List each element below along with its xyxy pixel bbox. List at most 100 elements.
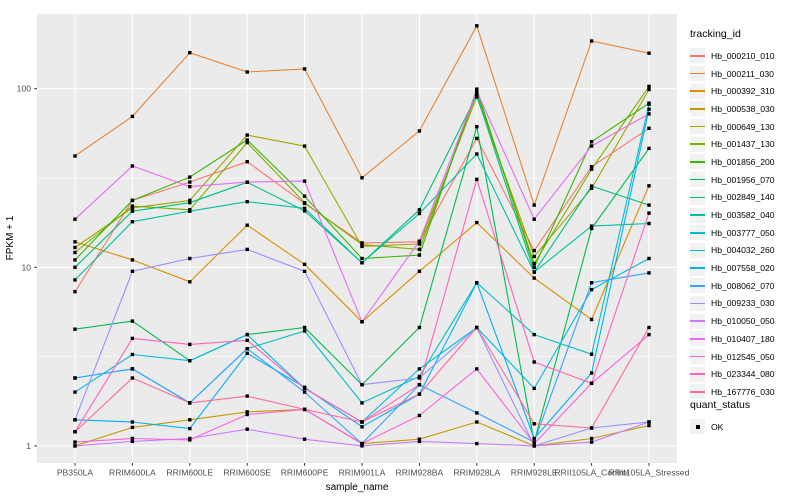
ok-point-icon [690,419,705,435]
data-point [589,144,594,148]
data-point [360,401,364,405]
data-point [589,440,594,444]
data-point [589,39,594,43]
data-point [417,325,422,330]
legend-key-line-icon [690,242,705,258]
data-point [245,200,249,204]
y-axis-tick-label: 100 [17,84,32,94]
data-point [475,281,479,285]
data-point [302,407,307,412]
data-point [188,401,192,405]
data-point [417,269,422,273]
data-point [73,440,77,444]
data-point [360,441,364,446]
data-point [532,254,536,259]
data-point [589,371,594,375]
data-point [130,114,135,119]
data-point [589,184,594,188]
data-point [647,146,651,151]
legend-item-label: Hb_002849_140 [711,192,775,203]
legend-key-line-icon [690,154,705,170]
legend-key-line-icon [690,331,705,347]
legend-item-label: Hb_000210_010 [711,50,775,61]
data-point [245,138,249,142]
data-point [302,194,307,198]
data-point [360,320,364,324]
legend-item: Hb_010050_050 [690,312,798,330]
data-point [475,220,479,225]
x-axis-tick-label: RRIM600PE [281,468,329,478]
legend-item-label: Hb_009233_030 [711,298,775,309]
data-point [302,329,307,333]
data-point [417,392,422,396]
data-point [532,270,536,274]
legend-item-label: Hb_167776_030 [711,386,775,397]
data-point [73,390,77,394]
data-point [532,217,536,221]
x-axis-tick-label: PB350LA [57,468,94,478]
data-point [73,430,77,434]
data-point [245,133,249,137]
data-point [589,140,594,144]
data-point [589,317,594,322]
data-point [130,336,135,341]
data-point [417,413,422,418]
data-point [360,256,364,261]
data-point [73,290,77,294]
data-point [532,248,536,253]
legend-item: Hb_001437_130 [690,135,798,153]
data-point [302,201,307,205]
data-point [130,376,135,380]
data-point [73,258,77,262]
legend-item-label: Hb_000392_310 [711,86,775,97]
data-point [589,167,594,171]
y-axis-tick-label: 10 [21,262,31,272]
legend-key-line-icon [690,384,705,400]
data-point [532,422,536,426]
legend-item-label: Hb_008062_070 [711,280,775,291]
legend-key-line-icon [690,207,705,223]
data-point [188,180,192,184]
data-point [647,221,651,226]
data-point [475,95,479,99]
legend-item: Hb_001956_070 [690,171,798,189]
legend-item-label: Hb_010407_180 [711,333,775,344]
data-point [532,436,536,441]
data-point [245,347,249,351]
data-point [417,129,422,133]
data-point [475,152,479,156]
x-axis-tick-label: RRIM600LE [166,468,213,478]
legend-quant-status: quant_status OK [690,399,798,436]
data-point [647,107,651,111]
data-point [647,84,651,89]
legend-item: Hb_000392_310 [690,82,798,100]
data-point [647,203,651,207]
data-point [188,184,192,189]
data-point [130,204,135,208]
data-point [417,211,422,216]
data-point [302,386,307,391]
legend-key-line-icon [690,119,705,135]
x-axis-title: sample_name [326,482,389,493]
data-point [245,180,249,184]
data-point [475,441,479,446]
data-point [302,67,307,71]
data-point [360,242,364,247]
legend-item: Hb_008062_070 [690,277,798,295]
legend-item: Hb_167776_030 [690,383,798,401]
data-point [73,327,77,331]
legend-item: Hb_012545_050 [690,348,798,366]
data-point [417,383,422,387]
data-point [647,112,651,116]
legend-item-label: Hb_000211_030 [711,68,774,79]
legend-item: Hb_000538_030 [690,100,798,118]
legend-item-ok: OK [690,418,798,436]
data-point [73,444,77,448]
legend-key-line-icon [690,66,705,82]
data-point [188,51,192,55]
legend-item-label: Hb_004032_260 [711,245,775,256]
data-point [360,425,364,429]
x-axis-tick-label: RRIM928BA [396,468,444,478]
data-point [475,420,479,424]
